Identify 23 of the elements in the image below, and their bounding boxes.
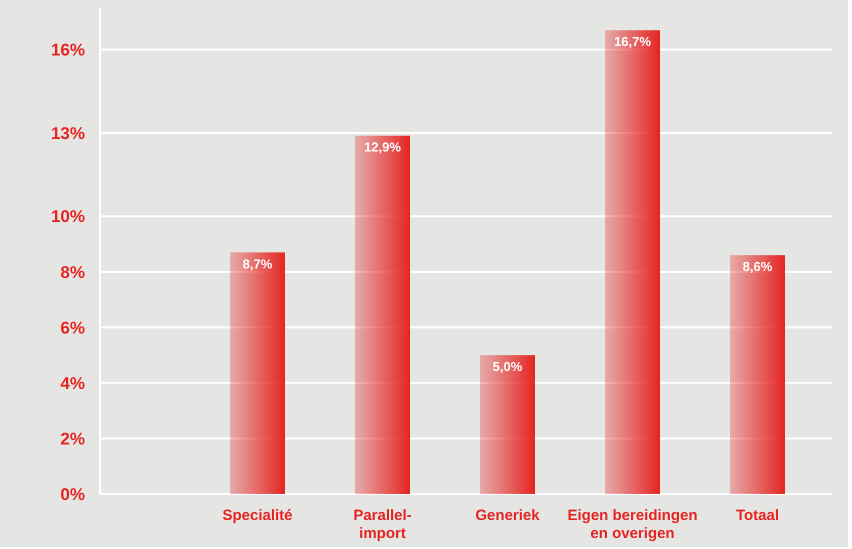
y-tick-label: 13% [50,124,85,143]
y-tick-label: 10% [50,207,85,226]
y-tick-label: 2% [60,429,85,448]
y-tick-label: 4% [60,374,85,393]
bar [480,355,535,494]
x-tick-label: Specialité [222,507,293,524]
data-label: 5,0% [492,359,523,374]
bar [355,136,410,494]
y-tick-label: 0% [60,484,85,504]
data-label: 16,7% [614,34,652,50]
y-tick-label: 6% [60,318,85,338]
data-label: 8,6% [742,259,773,274]
bar [605,30,660,494]
bar [730,255,785,494]
bar [230,252,285,494]
data-label: 8,7% [242,256,273,272]
x-tick-label: Generiek [475,507,540,524]
data-label: 12,9% [364,140,402,155]
y-tick-label: 16% [50,40,85,60]
x-tick-label: Parallel- import [353,507,412,542]
x-tick-label: Eigen bereidingen en overigen [567,507,698,542]
y-tick-label: 8% [60,262,85,282]
x-tick-label: Totaal [736,507,780,524]
